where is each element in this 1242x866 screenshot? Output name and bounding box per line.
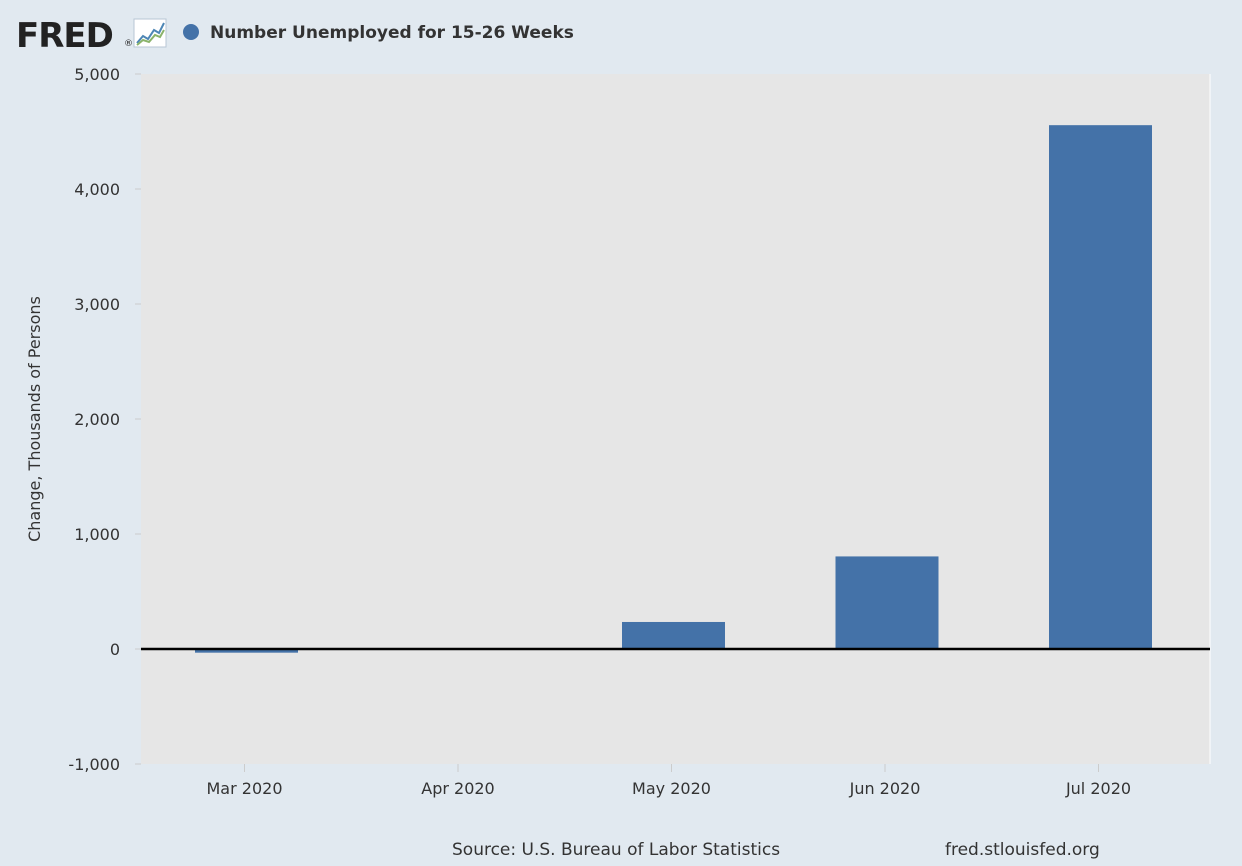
site-link[interactable]: fred.stlouisfed.org: [945, 840, 1100, 860]
x-tick-label: Jul 2020: [1065, 779, 1131, 798]
y-tick-label: 4,000: [74, 180, 120, 199]
y-tick-label: 5,000: [74, 65, 120, 84]
y-tick-label: 2,000: [74, 410, 120, 429]
x-axis: Mar 2020 Apr 2020 May 2020 Jun 2020 Jul 2020: [207, 764, 1131, 798]
x-tick-label: Apr 2020: [421, 779, 494, 798]
bar-may-2020[interactable]: [622, 621, 725, 649]
y-tick-label: 0: [110, 640, 120, 659]
line-graph-icon: [133, 18, 167, 48]
bar-mar-2020[interactable]: [195, 649, 298, 653]
bar-jun-2020[interactable]: [835, 556, 939, 649]
legend-marker: [183, 24, 199, 40]
y-tick-label: 1,000: [74, 525, 120, 544]
y-axis-title: Change, Thousands of Persons: [25, 296, 44, 542]
x-tick-label: May 2020: [632, 779, 711, 798]
fred-logo-registered-mark: ®: [124, 39, 133, 49]
legend: Number Unemployed for 15-26 Weeks: [183, 23, 574, 43]
legend-label: Number Unemployed for 15-26 Weeks: [210, 23, 574, 43]
source-text: Source: U.S. Bureau of Labor Statistics: [452, 840, 780, 860]
x-tick-label: Jun 2020: [849, 779, 921, 798]
y-tick-label: 3,000: [74, 295, 120, 314]
y-axis: -1,000 0 1,000 2,000 3,000 4,000 5,000: [68, 65, 141, 774]
y-tick-label: -1,000: [68, 755, 120, 774]
x-tick-label: Mar 2020: [207, 779, 283, 798]
bars: [195, 125, 1152, 653]
bar-jul-2020[interactable]: [1049, 125, 1152, 650]
fred-logo-text: FRED: [16, 16, 113, 56]
fred-logo[interactable]: FRED ®: [16, 16, 167, 56]
